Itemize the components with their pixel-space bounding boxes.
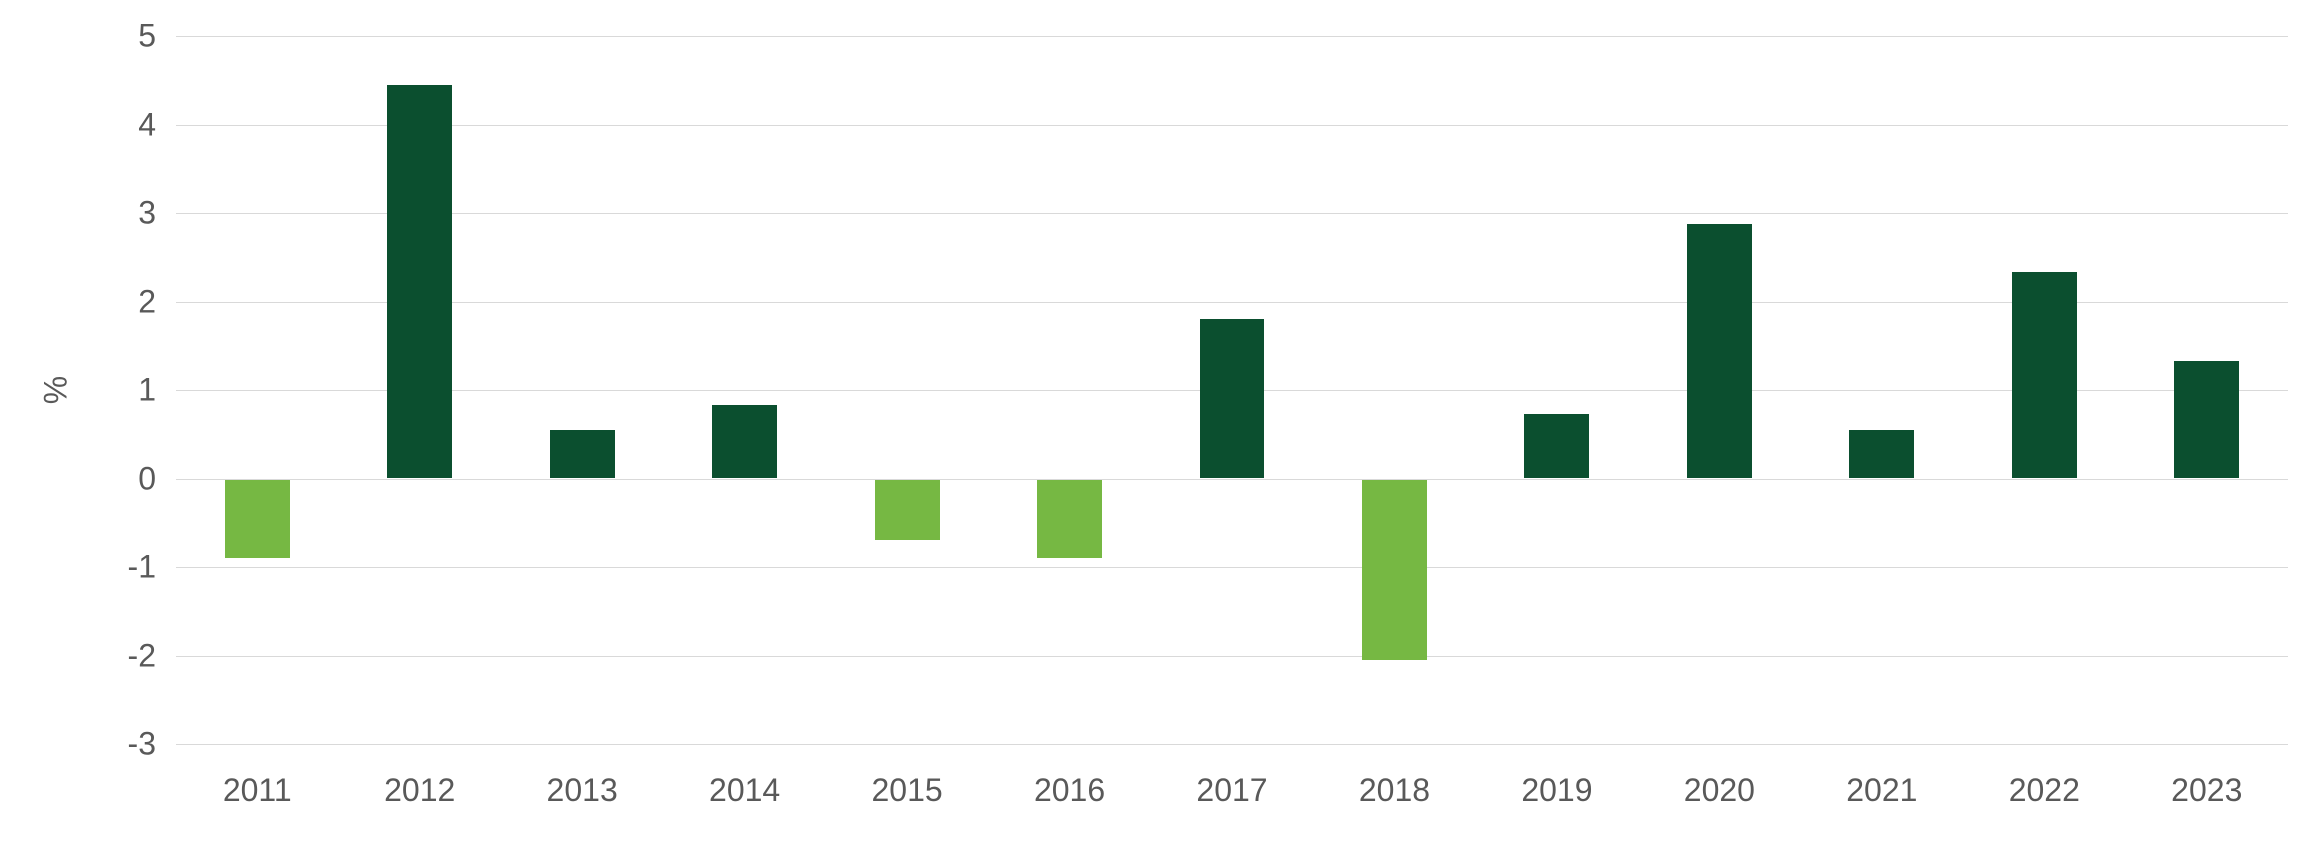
x-tick-label: 2022 [2009,772,2080,809]
y-tick-label: 3 [138,195,176,232]
bar [2012,272,2077,478]
plot-area: -3-2-10123452011201220132014201520162017… [176,36,2288,744]
bar [712,405,777,478]
x-tick-label: 2023 [2171,772,2242,809]
gridline [176,36,2288,37]
y-tick-label: 1 [138,372,176,409]
gridline [176,744,2288,745]
bar [1037,479,1102,559]
bar [1849,430,1914,479]
gridline [176,213,2288,214]
x-tick-label: 2011 [223,772,292,809]
x-tick-label: 2012 [384,772,455,809]
y-tick-label: 4 [138,106,176,143]
x-tick-label: 2019 [1521,772,1592,809]
y-tick-label: -2 [128,637,176,674]
bar [2174,361,2239,479]
y-tick-label: -3 [128,726,176,763]
x-tick-label: 2014 [709,772,780,809]
zero-line [176,479,2288,480]
bar [550,430,615,479]
bar-chart: % -3-2-101234520112012201320142015201620… [0,0,2313,844]
y-tick-label: -1 [128,549,176,586]
y-tick-label: 5 [138,18,176,55]
gridline [176,656,2288,657]
gridline [176,567,2288,568]
x-tick-label: 2016 [1034,772,1105,809]
x-tick-label: 2015 [871,772,942,809]
gridline [176,125,2288,126]
x-tick-label: 2020 [1684,772,1755,809]
bar [1362,479,1427,660]
bar [1687,224,1752,479]
bar [225,479,290,559]
gridline [176,302,2288,303]
bar [1524,414,1589,479]
bar [875,479,940,541]
bar [1200,319,1265,478]
x-tick-label: 2021 [1846,772,1917,809]
x-tick-label: 2017 [1196,772,1267,809]
y-tick-label: 0 [138,460,176,497]
y-tick-label: 2 [138,283,176,320]
y-axis-title: % [38,376,75,404]
x-tick-label: 2018 [1359,772,1430,809]
x-tick-label: 2013 [547,772,618,809]
bar [387,85,452,479]
